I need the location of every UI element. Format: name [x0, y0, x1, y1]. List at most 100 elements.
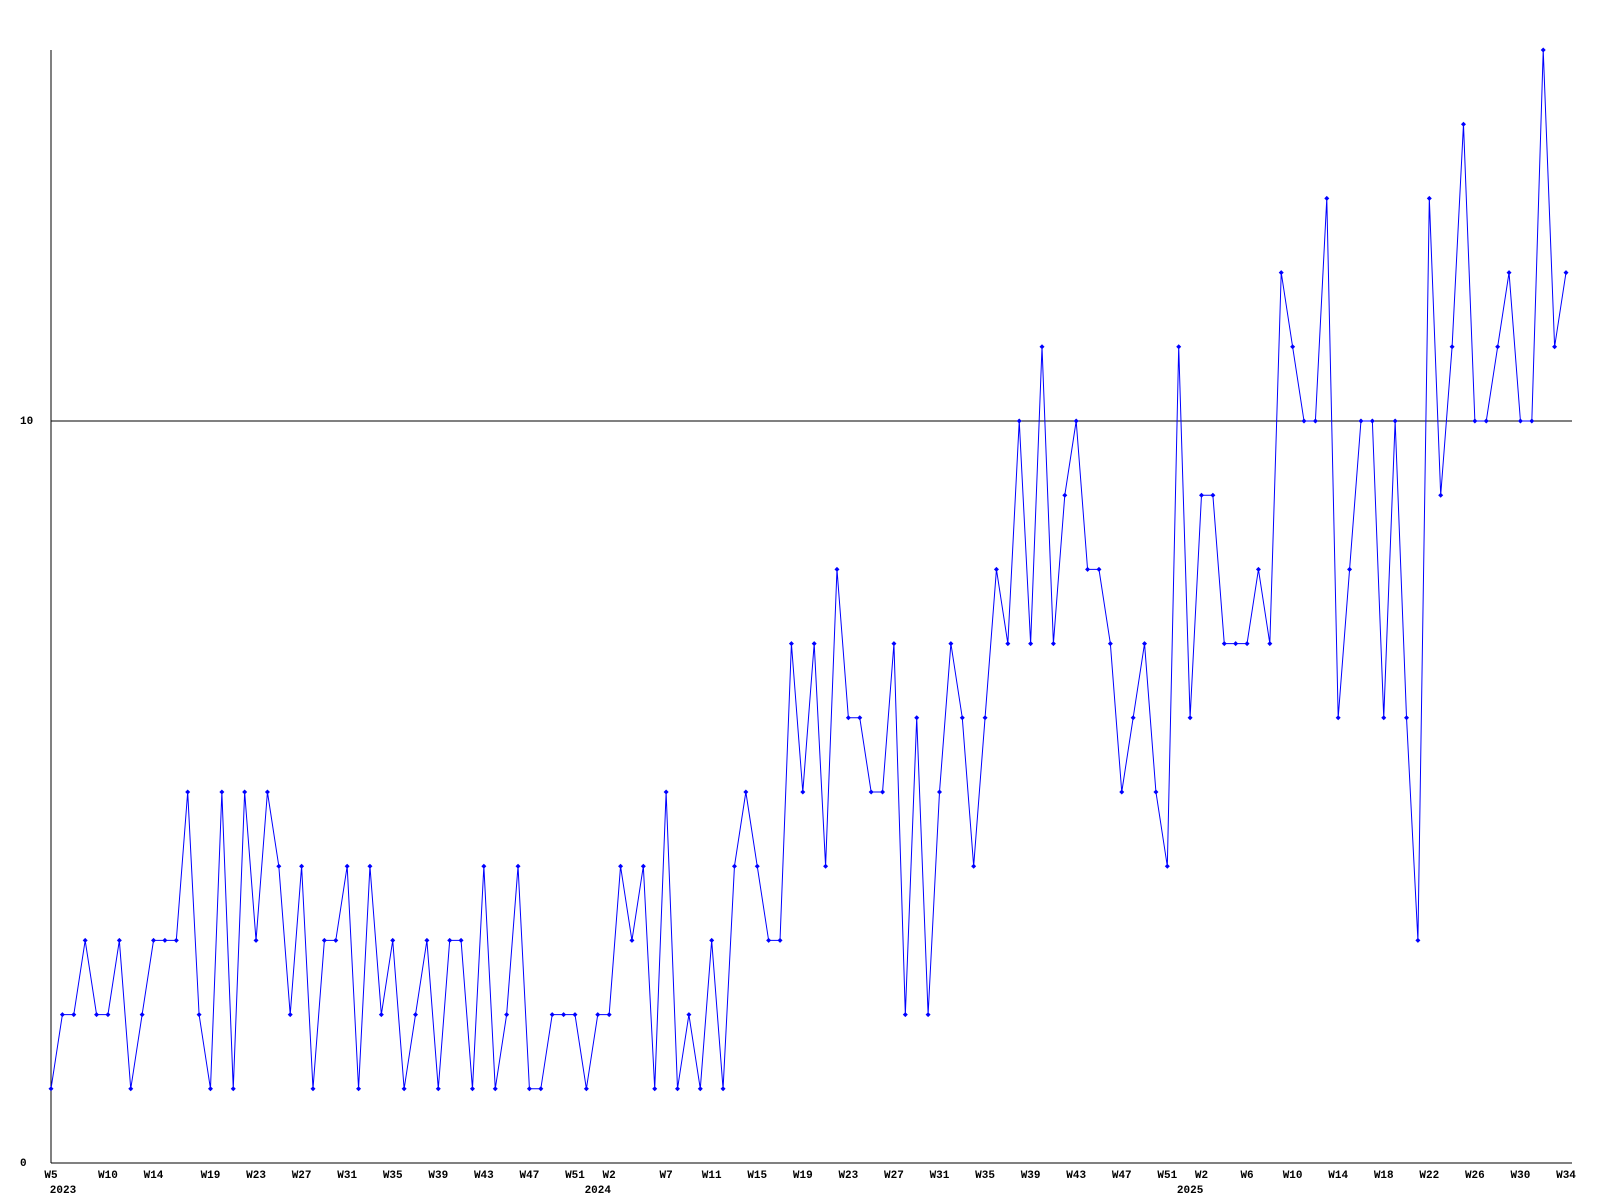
- data-point: [1187, 715, 1193, 721]
- x-tick-label: W26: [1465, 1170, 1485, 1182]
- data-point: [1005, 641, 1011, 647]
- x-tick-label: W2: [1195, 1170, 1208, 1182]
- data-point: [116, 937, 122, 943]
- data-point: [982, 715, 988, 721]
- data-point: [242, 789, 248, 795]
- data-point: [800, 789, 806, 795]
- data-point: [1164, 863, 1170, 869]
- x-tick-label: W22: [1419, 1170, 1439, 1182]
- data-point: [492, 1086, 498, 1092]
- data-point: [640, 863, 646, 869]
- data-point: [1495, 344, 1501, 350]
- data-line: [50, 49, 1567, 1090]
- data-point: [1176, 344, 1182, 350]
- data-point: [1563, 270, 1569, 276]
- data-point: [1438, 492, 1444, 498]
- data-point: [356, 1086, 362, 1092]
- data-point: [447, 937, 453, 943]
- data-point: [1483, 418, 1489, 424]
- data-point: [754, 863, 760, 869]
- data-point: [253, 937, 259, 943]
- data-point: [1267, 641, 1273, 647]
- data-point: [139, 1012, 145, 1018]
- data-point: [572, 1012, 578, 1018]
- data-point: [1301, 418, 1307, 424]
- x-tick-label: W14: [144, 1170, 164, 1182]
- data-point: [663, 789, 669, 795]
- data-point: [413, 1012, 419, 1018]
- data-point: [1392, 418, 1398, 424]
- data-point: [1050, 641, 1056, 647]
- data-point: [1358, 418, 1364, 424]
- x-tick-label: W47: [1112, 1170, 1132, 1182]
- data-point: [823, 863, 829, 869]
- data-point: [561, 1012, 567, 1018]
- data-point: [1460, 121, 1466, 127]
- x-tick-label: W23: [246, 1170, 266, 1182]
- x-tick-label: W11: [702, 1170, 722, 1182]
- data-point: [207, 1086, 213, 1092]
- data-point: [105, 1012, 111, 1018]
- data-point: [766, 937, 772, 943]
- x-tick-label: W6: [1240, 1170, 1253, 1182]
- data-point: [1347, 566, 1353, 572]
- data-point: [1016, 418, 1022, 424]
- data-point: [936, 789, 942, 795]
- data-point: [401, 1086, 407, 1092]
- data-point: [1529, 418, 1535, 424]
- data-point: [196, 1012, 202, 1018]
- data-point: [777, 937, 783, 943]
- x-year-label: 2024: [585, 1185, 612, 1197]
- data-point: [310, 1086, 316, 1092]
- x-tick-label: W2: [603, 1170, 616, 1182]
- x-tick-label: W43: [474, 1170, 494, 1182]
- x-tick-label: W14: [1328, 1170, 1348, 1182]
- data-point: [743, 789, 749, 795]
- data-point: [1153, 789, 1159, 795]
- x-year-label: 2023: [50, 1185, 77, 1197]
- data-point: [868, 789, 874, 795]
- data-point: [1062, 492, 1068, 498]
- data-point: [1073, 418, 1079, 424]
- data-point: [709, 937, 715, 943]
- data-point: [845, 715, 851, 721]
- data-point: [1096, 566, 1102, 572]
- data-point: [71, 1012, 77, 1018]
- x-tick-label: W34: [1556, 1170, 1576, 1182]
- data-point: [1312, 418, 1318, 424]
- x-tick-label: W39: [1021, 1170, 1041, 1182]
- data-point: [435, 1086, 441, 1092]
- x-tick-label: W35: [383, 1170, 403, 1182]
- data-point: [1415, 937, 1421, 943]
- data-point: [276, 863, 282, 869]
- data-point: [1517, 418, 1523, 424]
- data-point: [264, 789, 270, 795]
- data-point: [469, 1086, 475, 1092]
- data-point: [1198, 492, 1204, 498]
- data-point: [1404, 715, 1410, 721]
- x-tick-label: W7: [660, 1170, 673, 1182]
- x-tick-label: W23: [838, 1170, 858, 1182]
- data-point: [1381, 715, 1387, 721]
- data-point: [652, 1086, 658, 1092]
- data-point: [1085, 566, 1091, 572]
- data-point: [925, 1012, 931, 1018]
- data-point: [834, 566, 840, 572]
- data-point: [1472, 418, 1478, 424]
- data-point: [367, 863, 373, 869]
- x-tick-label: W10: [98, 1170, 118, 1182]
- x-tick-label: W10: [1283, 1170, 1303, 1182]
- y-tick-label: 0: [20, 1158, 27, 1170]
- x-tick-label: W31: [337, 1170, 357, 1182]
- data-point: [526, 1086, 532, 1092]
- data-point: [720, 1086, 726, 1092]
- data-point: [378, 1012, 384, 1018]
- x-tick-label: W43: [1066, 1170, 1086, 1182]
- data-point: [299, 863, 305, 869]
- data-point: [1449, 344, 1455, 350]
- data-point: [128, 1086, 134, 1092]
- x-tick-label: W39: [428, 1170, 448, 1182]
- x-tick-label: W15: [747, 1170, 767, 1182]
- data-point: [948, 641, 954, 647]
